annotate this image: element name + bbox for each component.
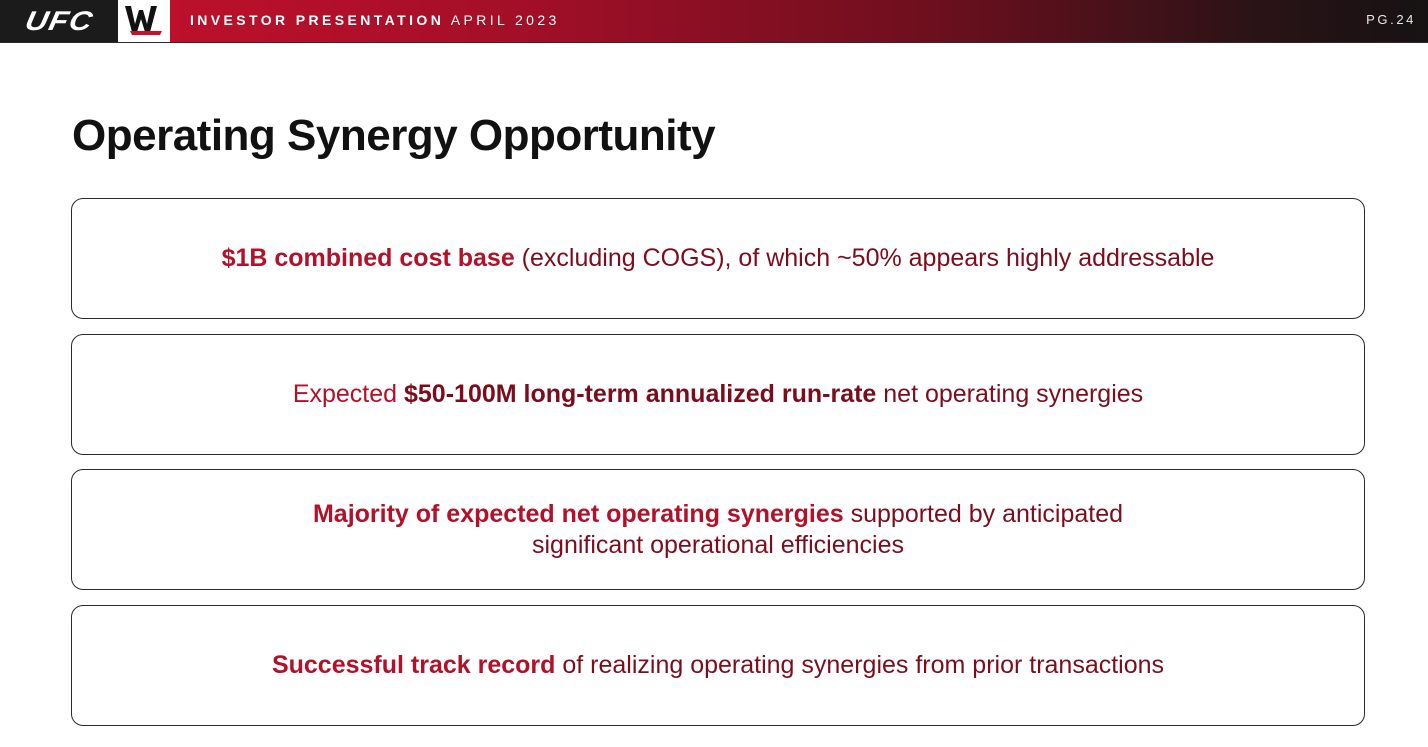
card-highlight: Successful track record bbox=[271, 651, 556, 679]
wwe-logo-icon bbox=[125, 6, 162, 35]
card-highlight: $50-100M long-term annualized run-rate bbox=[404, 380, 877, 408]
synergy-card-track-record: Successful track record of realizing ope… bbox=[71, 605, 1365, 726]
wwe-logo-icon bbox=[118, 0, 170, 42]
card-highlight: $1B combined cost base bbox=[221, 244, 515, 272]
presentation-title: INVESTOR PRESENTATION APRIL 2023 bbox=[190, 0, 560, 40]
card-text: Majority of expected net operating syner… bbox=[313, 499, 1123, 561]
card-rest-line1: supported by anticipated bbox=[843, 499, 1124, 528]
presentation-date: APRIL 2023 bbox=[450, 12, 560, 28]
synergy-card-run-rate: Expected $50-100M long-term annualized r… bbox=[71, 334, 1365, 455]
presentation-title-bold: INVESTOR PRESENTATION bbox=[190, 12, 445, 28]
ufc-logo-text: UFC bbox=[22, 5, 96, 36]
header-bar: UFC INVESTOR PRESENTATION APRIL 2023 PG.… bbox=[0, 0, 1428, 43]
card-rest: of realizing operating synergies from pr… bbox=[555, 651, 1165, 679]
card-text: Successful track record of realizing ope… bbox=[272, 650, 1164, 681]
synergy-card-cost-base: $1B combined cost base (excluding COGS),… bbox=[71, 198, 1365, 319]
card-rest: (excluding COGS), of which ~50% appears … bbox=[514, 244, 1215, 272]
card-highlight: Majority of expected net operating syner… bbox=[312, 499, 844, 528]
card-text: Expected $50-100M long-term annualized r… bbox=[293, 379, 1143, 410]
card-rest: net operating synergies bbox=[876, 380, 1144, 408]
ufc-logo: UFC bbox=[0, 0, 118, 42]
page-number: PG.24 bbox=[1366, 12, 1416, 27]
card-text: $1B combined cost base (excluding COGS),… bbox=[222, 243, 1215, 274]
page-title: Operating Synergy Opportunity bbox=[72, 111, 716, 160]
card-lead: Expected bbox=[292, 380, 404, 408]
synergy-card-efficiencies: Majority of expected net operating syner… bbox=[71, 469, 1365, 590]
card-rest-line2: significant operational efficiencies bbox=[532, 530, 904, 559]
